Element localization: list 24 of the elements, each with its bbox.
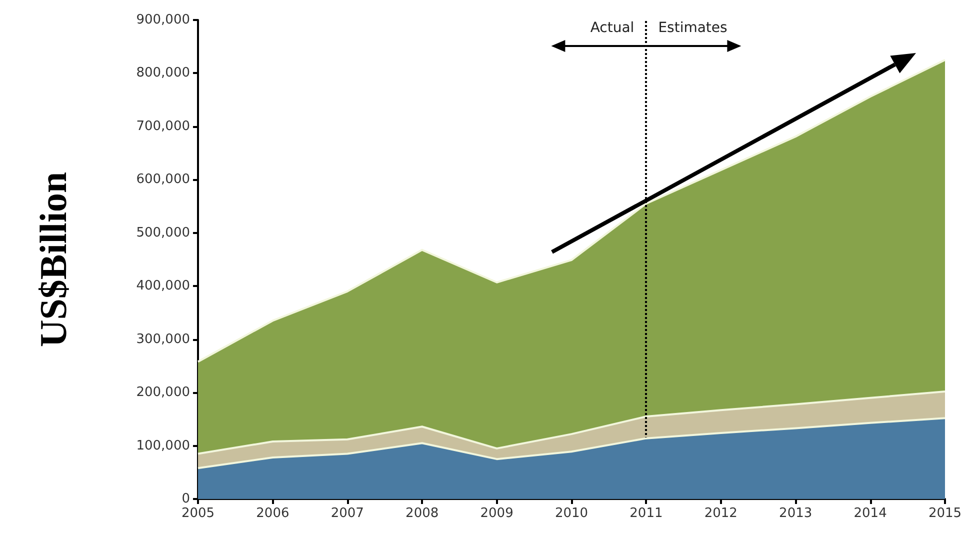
y-tick-label: 800,000 [136,66,190,81]
y-tick-label: 700,000 [136,118,190,134]
annotation: Actual [590,20,634,36]
x-tick-label: 2006 [256,506,290,521]
y-tick-label: 900,000 [136,12,190,28]
x-tick-label: 2005 [181,506,215,521]
y-axis-title: US$Billion [33,172,75,348]
x-tick-label: 2011 [630,506,663,521]
x-tick-label: 2007 [330,506,364,521]
y-tick-label: 0 [182,492,190,506]
y-tick-label: 500,000 [136,225,190,240]
y-tick-label: 200,000 [136,385,190,400]
y-tick-label: 600,000 [136,172,190,188]
x-tick-label: 2008 [406,506,439,521]
x-tick-label: 2009 [480,506,514,521]
x-tick-label: 2013 [779,506,812,521]
y-tick-label: 300,000 [136,332,190,347]
y-tick-label: 100,000 [136,438,190,454]
x-tick-label: 2014 [854,506,887,521]
x-tick-label: 2015 [928,506,962,521]
x-tick-label: 2010 [554,506,588,521]
x-tick-label: 2012 [704,506,738,521]
annotation: Estimates [658,20,728,36]
y-tick-label: 400,000 [136,278,190,294]
